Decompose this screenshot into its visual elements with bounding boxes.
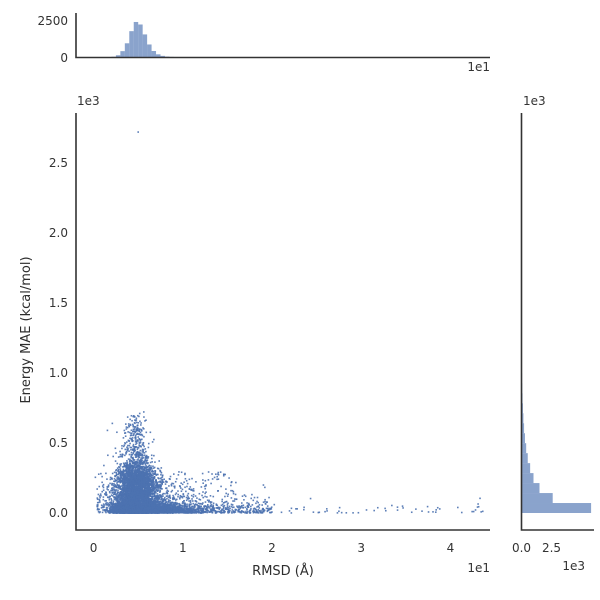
right-marginal-count-tick-label: 0.0 [511,541,532,555]
y-axis-label: Energy MAE (kcal/mol) [19,256,34,404]
top-marginal-x-offset-label: 1e1 [467,60,490,74]
x-tick-label: 1 [178,541,187,555]
y-tick-label: 1.5 [48,296,68,310]
x-tick-label: 3 [357,541,366,555]
x-tick-label: 0 [89,541,98,555]
y-tick-label: 0.5 [48,436,68,450]
y-tick-label: 2.0 [48,226,68,240]
y-tick-label: 1.0 [48,366,68,380]
x-axis-label: RMSD (Å) [252,564,314,579]
y-tick-label: 0.0 [48,506,68,520]
main-y-offset-label: 1e3 [77,94,100,108]
x-tick-label: 4 [446,541,455,555]
main-x-offset-label: 1e1 [467,561,490,575]
y-tick-label: 2.5 [48,156,68,170]
right-marginal-count-tick-label: 2.5 [541,541,562,555]
right-marginal-y-offset-label: 1e3 [523,94,546,108]
top-marginal-count-tick-label: 2500 [37,13,68,28]
right-marginal-count-offset-label: 1e3 [562,559,585,573]
x-tick-label: 2 [268,541,276,555]
top-marginal-count-tick-label: 0 [60,50,68,65]
